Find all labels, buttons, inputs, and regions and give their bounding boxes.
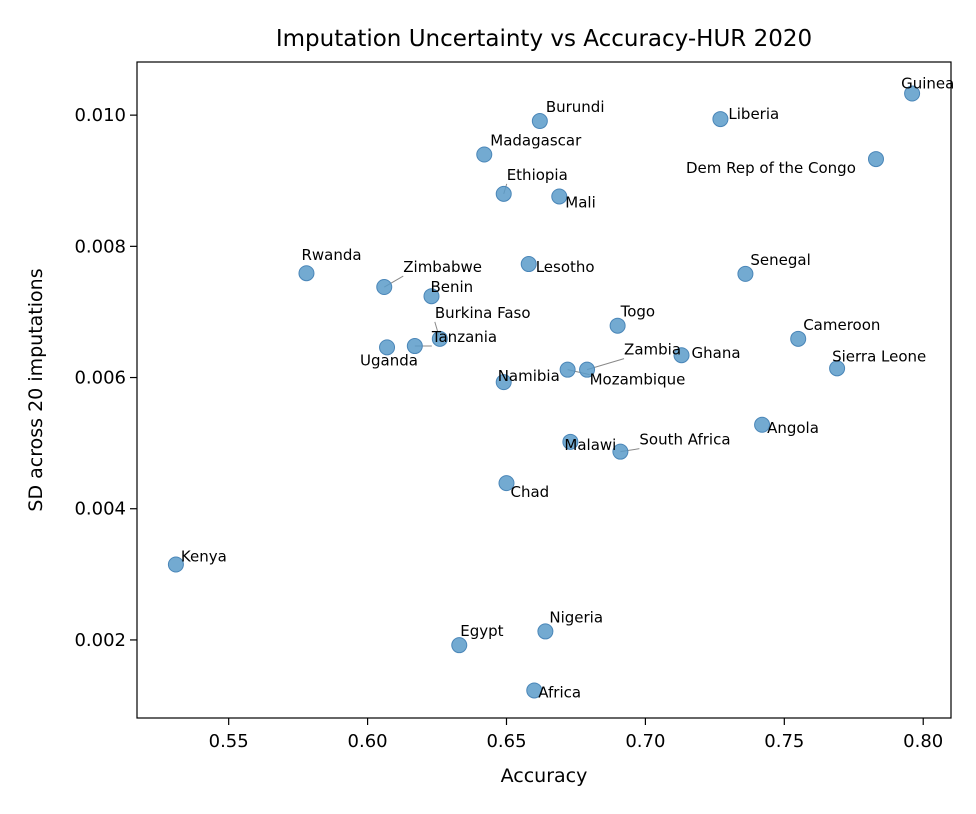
point-label: Liberia [728,105,779,123]
x-tick-label: 0.65 [486,731,526,752]
data-point [520,256,537,273]
x-tick-label: 0.55 [209,731,249,752]
data-point [498,475,515,492]
point-label: Africa [538,683,581,701]
point-label: Lesotho [536,258,595,276]
data-point [551,188,568,205]
y-tick-label: 0.002 [74,630,126,651]
data-point [431,330,448,347]
data-point [737,265,754,282]
data-point [579,361,596,378]
data-point [376,279,393,296]
data-point [495,185,512,202]
data-point [609,317,626,334]
point-label: Kenya [181,547,227,565]
point-label: Egypt [460,622,503,640]
x-axis-label: Accuracy [501,765,588,787]
point-label: Angola [767,419,819,437]
data-point [904,85,921,102]
point-label: Tanzania [431,328,497,346]
data-point [526,682,543,699]
point-label: Togo [620,303,656,321]
data-point [612,443,629,460]
point-label: Rwanda [301,246,361,264]
point-label: Benin [430,278,473,296]
point-label: Dem Rep of the Congo [686,159,856,177]
x-tick-label: 0.80 [903,731,943,752]
plot-frame [136,61,952,719]
data-point [531,113,548,130]
x-tick-label: 0.60 [348,731,388,752]
point-label: Burkina Faso [435,304,531,322]
point-label: Zimbabwe [403,258,482,276]
point-label: Ghana [692,344,741,362]
data-point [423,288,440,305]
data-point [712,111,729,128]
y-tick-label: 0.006 [74,368,126,389]
data-point [867,151,884,168]
data-point [559,361,576,378]
data-point [476,146,493,163]
point-label: Namibia [498,367,560,385]
y-tick-label: 0.004 [74,499,126,520]
y-tick-label: 0.010 [74,105,126,126]
data-point [379,339,396,356]
point-label: Zambia [624,341,681,359]
point-label: South Africa [639,431,730,449]
data-points [167,85,921,699]
point-label: Ethiopia [507,166,568,184]
axis-ticks: 0.55 0.60 0.65 0.70 0.75 0.80 0.002 0.004 0.006 0… [74,105,943,752]
point-label: Guinea [901,74,954,92]
chart-title: Imputation Uncertainty vs Accuracy-HUR 2… [276,26,812,52]
point-label: Mozambique [590,371,686,389]
data-point [537,623,554,640]
point-label: Uganda [360,351,418,369]
point-label: Nigeria [549,608,603,626]
data-point [167,556,184,573]
data-point [495,374,512,391]
point-label: Malawi [564,436,616,454]
data-point [298,265,315,282]
point-label: Chad [510,483,549,501]
point-label: Madagascar [490,131,582,149]
x-tick-label: 0.75 [764,731,804,752]
x-tick-label: 0.70 [625,731,665,752]
point-label: Senegal [750,251,810,269]
data-point [406,338,423,355]
point-label: Sierra Leone [832,347,926,365]
data-point [562,433,579,450]
point-label: Cameroon [803,316,880,334]
data-point [673,347,690,364]
data-point [829,360,846,377]
data-point [451,637,468,654]
point-label: Burundi [546,98,605,116]
y-tick-label: 0.008 [74,236,126,257]
y-axis-label: SD across 20 imputations [25,268,47,511]
data-point [790,330,807,347]
point-labels: Guinea Burundi Liberia Madagascar Dem Rep of… [181,74,954,701]
data-point [754,416,771,433]
point-label: Mali [565,193,595,211]
